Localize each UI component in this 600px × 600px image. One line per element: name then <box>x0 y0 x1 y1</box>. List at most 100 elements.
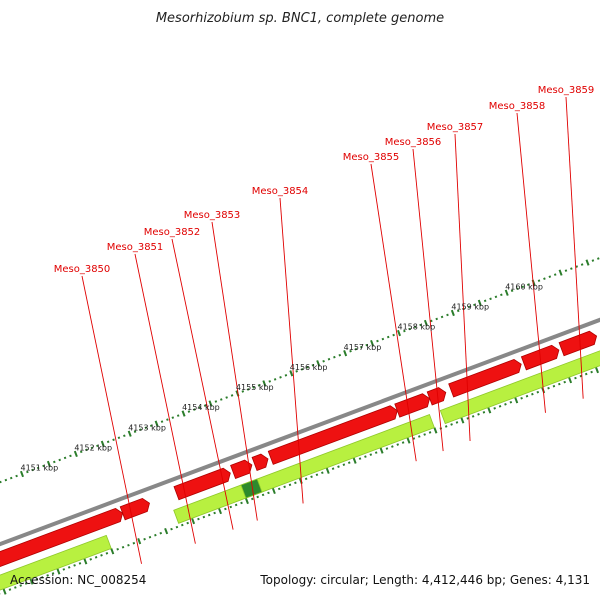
scale-tick <box>553 273 557 276</box>
scale-tick <box>333 355 336 359</box>
gene-meso_3853[interactable] <box>251 453 269 472</box>
gene-row-tick <box>29 578 34 585</box>
gene-row-tick <box>51 572 55 575</box>
gene-forward-block-3[interactable] <box>439 324 600 425</box>
genome-summary-text: Topology: circular; Length: 4,412,446 bp… <box>260 573 590 587</box>
gene-label: Meso_3856 <box>385 137 442 148</box>
gene-row-tick <box>337 465 340 468</box>
scale-tick <box>521 285 525 289</box>
scale-tick <box>591 259 595 262</box>
scale-tick <box>241 390 245 393</box>
scale-tick <box>53 460 56 464</box>
backbone <box>0 317 600 547</box>
leader-line <box>171 238 234 530</box>
gene-row-tick <box>83 558 88 565</box>
scale-tick <box>208 400 213 407</box>
gene-row-tick <box>433 427 438 434</box>
scale-tick <box>494 295 498 299</box>
scale-tick <box>257 384 261 387</box>
scale-tick <box>558 269 563 276</box>
scale-tick <box>246 388 250 391</box>
scale-tick <box>0 480 2 484</box>
gene-row-tick <box>170 527 173 531</box>
gene-label: Meso_3859 <box>538 85 595 96</box>
gene-row-tick <box>520 396 523 400</box>
gene-row-tick <box>547 386 550 390</box>
scale-tick <box>597 257 600 260</box>
scale-tick <box>262 380 267 387</box>
gene-row-tick <box>224 507 227 511</box>
genome-backbone-line <box>0 317 600 547</box>
kbp-label: 4155 kbp <box>236 383 274 392</box>
gene-row-tick <box>159 531 163 535</box>
gene-row-tick <box>444 425 448 428</box>
scale-tick <box>349 349 352 353</box>
gene-forward-block-2[interactable] <box>173 413 435 524</box>
scale-tick <box>117 436 121 440</box>
scale-tick <box>273 378 277 381</box>
scale-tick <box>322 359 325 363</box>
accession-text: Accession: NC_008254 <box>10 573 147 587</box>
gene-meso_3855[interactable] <box>394 393 431 418</box>
gene-row-tick <box>590 370 593 374</box>
gene-row-tick <box>396 443 400 446</box>
leader-line <box>211 221 258 521</box>
scale-tick <box>397 329 401 337</box>
gene-meso_3850[interactable] <box>119 497 150 521</box>
gene-meso_3852[interactable] <box>230 459 253 480</box>
gene-meso_3851[interactable] <box>173 467 231 501</box>
gene-row-tick <box>283 485 286 489</box>
scale-tick <box>176 414 180 417</box>
gene-row-tick <box>35 578 39 581</box>
gene-meso_3859[interactable] <box>558 330 598 357</box>
scale-tick <box>225 396 228 399</box>
gene-meso_3857[interactable] <box>448 358 522 398</box>
gene-row-tick <box>401 441 405 444</box>
gene-row-tick <box>40 576 44 579</box>
scale-tick <box>386 335 390 339</box>
scale-tick <box>526 283 530 286</box>
scale-tick <box>456 309 460 313</box>
gene-row-tick <box>110 548 115 555</box>
gene-row-tick <box>450 423 453 426</box>
kbp-label: 4160 kbp <box>505 282 543 291</box>
scale-tick <box>279 376 282 379</box>
gene-row-tick <box>579 374 583 378</box>
gene-label: Meso_3851 <box>107 242 164 253</box>
gene-row-tick <box>412 437 416 440</box>
scale-tick <box>575 265 579 268</box>
gene-forward-block-1[interactable] <box>0 534 112 600</box>
scale-tick <box>580 263 584 266</box>
gene-row-tick <box>584 372 588 376</box>
gene-row-tick <box>525 394 529 398</box>
scale-tick <box>171 416 175 419</box>
scale-tick <box>354 347 358 351</box>
gene-meso_3856[interactable] <box>426 387 447 406</box>
gene-row-tick <box>218 507 222 515</box>
gene-row-tick <box>24 582 28 585</box>
gene-row-tick <box>143 537 146 541</box>
scale-tick <box>26 470 29 474</box>
kbp-label: 4151 kbp <box>20 464 58 473</box>
gene-label: Meso_3857 <box>427 122 484 133</box>
gene-label: Meso_3850 <box>54 264 111 275</box>
gene-row-tick <box>181 523 184 527</box>
scale-tick <box>360 345 363 349</box>
gene-row-tick <box>385 447 389 450</box>
gene-row-tick <box>277 487 281 491</box>
scale-tick <box>403 329 406 333</box>
scale-tick <box>166 418 169 421</box>
gene-row-tick <box>563 380 566 384</box>
gene-meso_3853[interactable] <box>240 478 263 499</box>
gene-row-tick <box>369 453 373 456</box>
gene-row-tick <box>121 545 125 549</box>
gene-row-tick <box>197 517 200 521</box>
kbp-label: 4154 kbp <box>182 403 220 412</box>
gene-row-tick <box>558 382 561 386</box>
gene-row-tick <box>364 455 367 458</box>
gene-reverse-block-left[interactable] <box>0 507 124 598</box>
gene-meso_3854[interactable] <box>267 405 398 465</box>
scale-tick <box>435 317 438 321</box>
gene-row-tick <box>154 533 157 537</box>
gene-row-tick <box>244 497 249 505</box>
